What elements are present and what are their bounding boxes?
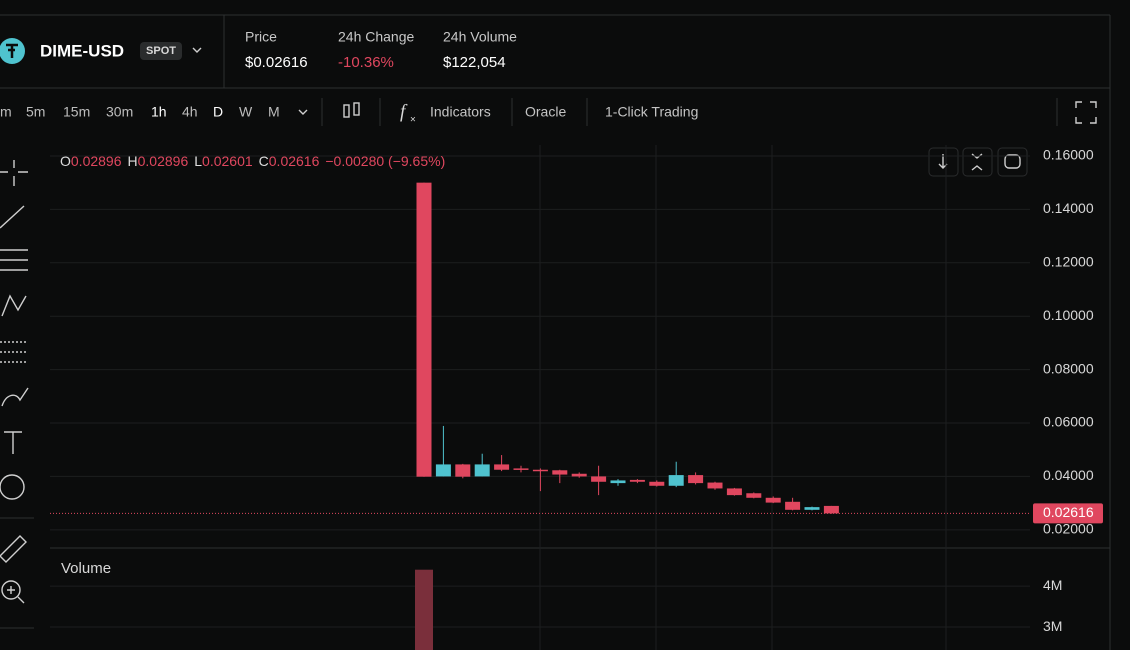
legend-change: −0.00280 (−9.65%) <box>325 153 445 169</box>
candle-icon[interactable] <box>343 102 360 118</box>
legend-l: 0.02601 <box>202 153 253 169</box>
timeframe-chevron[interactable] <box>298 109 308 115</box>
y-tick-label: 0.04000 <box>1043 467 1094 483</box>
stat-label: 24h Change <box>338 29 415 45</box>
parallel-tool[interactable] <box>0 249 28 271</box>
timeframe[interactable]: W <box>239 104 253 120</box>
legend-o: 0.02896 <box>71 153 122 169</box>
legend-h-label: H <box>128 153 138 169</box>
candle-body <box>688 475 704 484</box>
stat-value: $122,054 <box>443 54 506 71</box>
timeframe[interactable]: 30m <box>106 104 133 120</box>
symbol[interactable]: DIME-USD <box>40 41 124 60</box>
ruler-tool[interactable] <box>0 535 27 563</box>
timeframe[interactable]: 4h <box>182 104 198 120</box>
y-tick-label: 3M <box>1043 618 1062 634</box>
candle-body <box>726 488 742 496</box>
candle-body <box>532 469 548 472</box>
token-logo-glyph <box>6 43 18 58</box>
candle-body <box>455 464 471 477</box>
zoom-tool-glyph <box>7 586 25 604</box>
y-tick-label: 0.16000 <box>1043 147 1094 163</box>
reset-button[interactable] <box>997 147 1028 177</box>
candle-body <box>629 479 645 482</box>
volume-title: Volume <box>61 560 111 577</box>
candle-body <box>668 475 684 486</box>
y-tick-label: 4M <box>1043 577 1062 593</box>
timeframe[interactable]: 5m <box>26 104 45 120</box>
candle-body <box>707 482 723 489</box>
symbol-chevron[interactable] <box>192 47 202 53</box>
fx-icon-x: × <box>410 115 416 126</box>
fib-tool[interactable] <box>0 341 28 363</box>
toolbar-item[interactable]: 1-Click Trading <box>605 104 698 120</box>
drawing-tools <box>0 160 34 629</box>
badge: SPOT <box>146 45 176 57</box>
y-tick-label: 0.06000 <box>1043 414 1094 430</box>
brush-tool[interactable] <box>1 387 29 407</box>
legend-c-label: C <box>259 153 269 169</box>
zoom-tool[interactable] <box>1 580 21 600</box>
candle-body <box>474 464 490 477</box>
timeframe[interactable]: D <box>213 104 223 120</box>
stat-value: $0.02616 <box>245 54 308 71</box>
line-tool[interactable] <box>0 205 25 229</box>
fx-icon[interactable]: f <box>400 101 408 122</box>
y-tick-label: 0.12000 <box>1043 253 1094 269</box>
emoji-tool[interactable] <box>0 474 25 500</box>
legend-h: 0.02896 <box>138 153 189 169</box>
last-price-label: 0.02616 <box>1043 504 1094 520</box>
collapse-button[interactable] <box>962 147 993 177</box>
scroll-button[interactable] <box>928 147 959 177</box>
chart-buttons <box>928 147 1028 177</box>
candle-body <box>765 497 781 503</box>
text-tool[interactable] <box>4 431 22 454</box>
candle-body <box>823 505 839 514</box>
legend-o-label: O <box>60 153 71 169</box>
y-tick-label: 0.08000 <box>1043 360 1094 376</box>
crosshair-tool[interactable] <box>0 160 28 186</box>
legend-l-label: L <box>194 153 202 169</box>
candle-body <box>416 182 432 477</box>
y-tick-label: 0.02000 <box>1043 521 1094 537</box>
candle-body <box>571 473 587 477</box>
ohlc-legend: O0.02896 H0.02896 L0.02601 C0.02616 −0.00280… <box>60 153 445 169</box>
candle-body <box>610 480 626 484</box>
timeframe[interactable]: 1h <box>151 104 167 120</box>
fullscreen-icon[interactable] <box>1075 101 1097 124</box>
timeframe[interactable]: M <box>268 104 280 120</box>
candle-body <box>591 476 607 482</box>
timeframe[interactable]: m <box>0 104 12 120</box>
timeframe[interactable]: 15m <box>63 104 90 120</box>
candle-body <box>552 470 568 475</box>
candle-body <box>494 464 510 470</box>
last-price-tag <box>1033 503 1103 524</box>
stat-value: -10.36% <box>338 54 394 71</box>
candle-body <box>435 464 451 477</box>
stat-label: 24h Volume <box>443 29 517 45</box>
pattern-tool[interactable] <box>1 294 27 317</box>
toolbar-item[interactable]: Indicators <box>430 104 491 120</box>
collapse-icon <box>971 153 983 171</box>
candle-body <box>649 481 665 486</box>
candle-body <box>785 501 801 510</box>
y-tick-label: 0.10000 <box>1043 307 1094 323</box>
candle-body <box>746 493 762 498</box>
candle-body <box>513 468 529 470</box>
reset-icon <box>1004 154 1021 169</box>
volume-bar <box>415 569 433 650</box>
candle-body <box>804 507 820 510</box>
toolbar-item[interactable]: Oracle <box>525 104 566 120</box>
y-tick-label: 0.14000 <box>1043 200 1094 216</box>
legend-c: 0.02616 <box>269 153 320 169</box>
badge-bg <box>140 42 182 60</box>
stat-label: Price <box>245 29 277 45</box>
